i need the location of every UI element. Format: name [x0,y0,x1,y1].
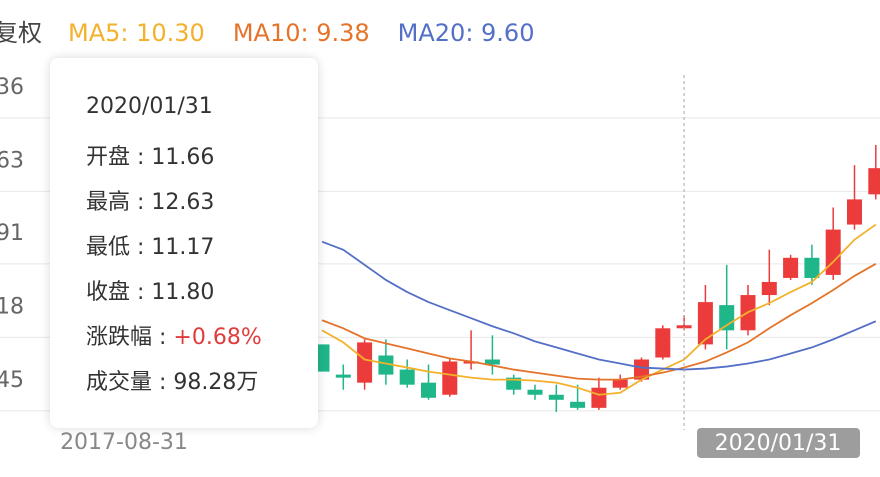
y-tick-label: 10.45 [0,368,24,393]
ma-line [321,240,877,371]
candle-body [442,361,458,395]
candle-body [378,355,394,375]
candle-body [527,389,543,395]
tooltip-label: 涨跌幅 : [86,325,174,350]
candle-body [357,342,373,383]
tooltip-label: 收盘 : [86,280,152,305]
candle-body [591,387,607,408]
tooltip-row: 涨跌幅 : +0.68% [86,319,262,351]
legend-entry: MA10: 9.38 [233,19,370,47]
tooltip-value: 11.17 [151,235,215,260]
tooltip-label: 最高 : [86,190,152,215]
tooltip-row: 成交量 : 98.28万 [86,364,258,396]
candle-body [804,257,820,278]
legend-entry: MA20: 9.60 [398,19,535,47]
tooltip-label: 成交量 : [86,370,174,395]
tooltip-value: 11.80 [151,280,215,305]
candle-body [655,328,671,358]
tooltip-date: 2020/01/31 [86,94,213,119]
legend-entry: MA5: 10.30 [68,19,205,47]
candle-body [399,369,415,385]
candle-body [463,361,479,364]
tooltip-value: 11.66 [151,145,215,170]
candle-body [335,374,351,378]
crosshair-label: 2020/01/31 [715,431,842,456]
candle-body [868,168,880,195]
header: 复权 [0,19,42,47]
y-tick-label: 11.18 [0,294,24,319]
candle-body [697,302,713,345]
candle-body [421,382,436,398]
tooltip-label: 开盘 : [86,145,152,170]
tooltip-row: 收盘 : 11.80 [86,274,214,306]
y-tick-label: 12.63 [0,148,24,173]
crosshair-label-box [697,428,860,458]
tooltip-value: 98.28万 [173,370,259,395]
y-tick-label: 13.36 [0,75,24,100]
tooltip-row: 最高 : 12.63 [86,184,214,216]
y-tick-label: 11.91 [0,221,24,246]
tooltip-row: 最低 : 11.17 [86,229,214,261]
candle-body [676,325,692,329]
candle-body [719,305,735,331]
candle-body [634,359,649,380]
candle-body [761,281,777,296]
candle-body [314,344,330,372]
tooltip-label: 最低 : [86,235,152,260]
candle-body [783,257,799,278]
candle-body [825,229,841,275]
candle-body [612,379,628,388]
tooltip: 2020/01/31 开盘 : 11.66 最高 : 12.63 最低 : 11.17… [50,58,318,428]
x-start-label: 2017-08-31 [60,430,188,455]
tooltip-value: 12.63 [151,190,215,215]
candle-body [484,359,500,365]
candle-body [570,401,586,408]
tooltip-value: +0.68% [173,325,262,350]
ma-line [321,223,877,396]
candle-body [847,199,862,225]
ma-line [321,263,877,381]
tooltip-row: 开盘 : 11.66 [86,139,214,171]
candle-body [548,394,564,400]
